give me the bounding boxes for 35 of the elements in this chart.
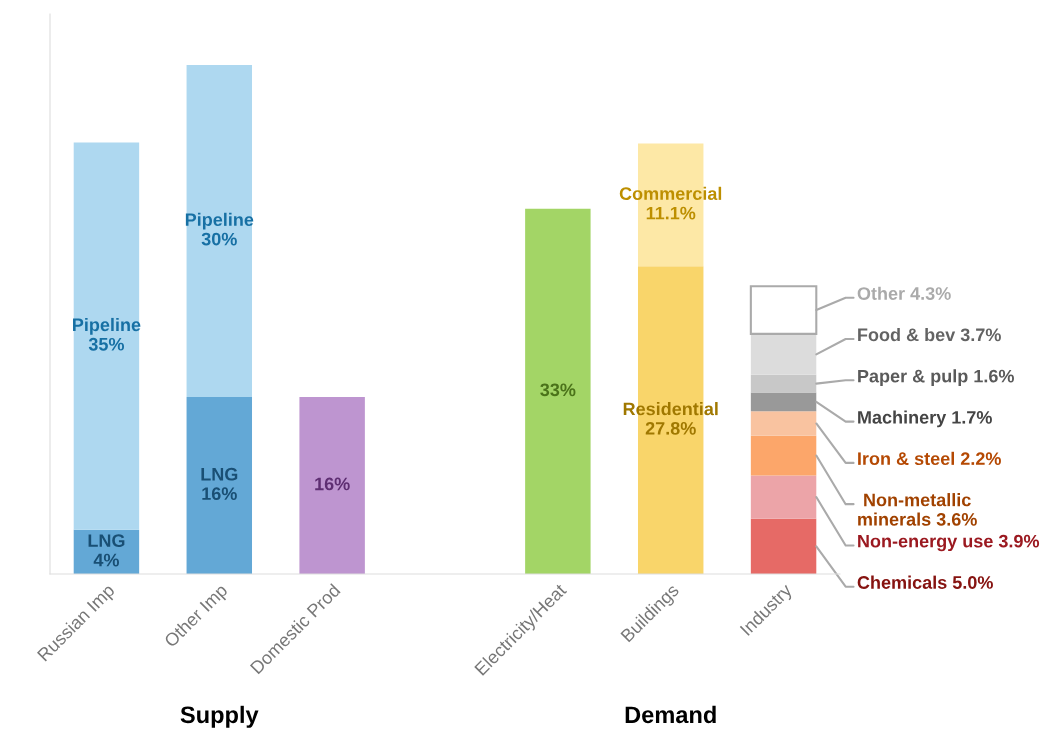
data-label: 16% <box>202 487 237 501</box>
text: Supply <box>180 705 259 728</box>
data-label: 11.1% <box>646 206 696 220</box>
text: Non-energy use 3.9% <box>858 534 1040 552</box>
data-label: 4% <box>93 553 119 567</box>
text: Machinery 1.7% <box>858 410 992 428</box>
bar <box>73 142 140 530</box>
bar <box>750 475 817 519</box>
text: Food & bev 3.7% <box>858 327 1001 342</box>
bar <box>299 396 365 574</box>
text: Demand <box>625 705 716 724</box>
bar <box>750 374 817 393</box>
bar <box>750 333 817 375</box>
text: Iron & steel 2.2% <box>858 451 1001 466</box>
data-label: 27.8% <box>645 421 696 435</box>
bar <box>750 392 817 412</box>
text: Pipeline <box>185 212 254 230</box>
bar <box>750 411 817 436</box>
data-label: 16% <box>315 477 350 491</box>
bar <box>186 396 253 574</box>
text: Other 4.3% <box>857 286 951 300</box>
series-label: Pipeline <box>73 317 141 335</box>
text: Paper & pulp 1.6% <box>858 369 1014 387</box>
bar <box>750 518 817 574</box>
bar <box>186 64 253 397</box>
bar <box>525 208 591 574</box>
series-label: Commercial <box>619 186 722 201</box>
text: LNG <box>201 467 238 481</box>
data-label: 33% <box>540 383 576 397</box>
text: Chemicals 5.0% <box>857 575 993 589</box>
data-label: 35% <box>88 337 125 351</box>
series-label: LNG <box>88 534 125 547</box>
data-label: 30% <box>201 232 237 246</box>
bar <box>750 435 817 476</box>
text: Non-metallic minerals 3.6% <box>858 493 977 526</box>
